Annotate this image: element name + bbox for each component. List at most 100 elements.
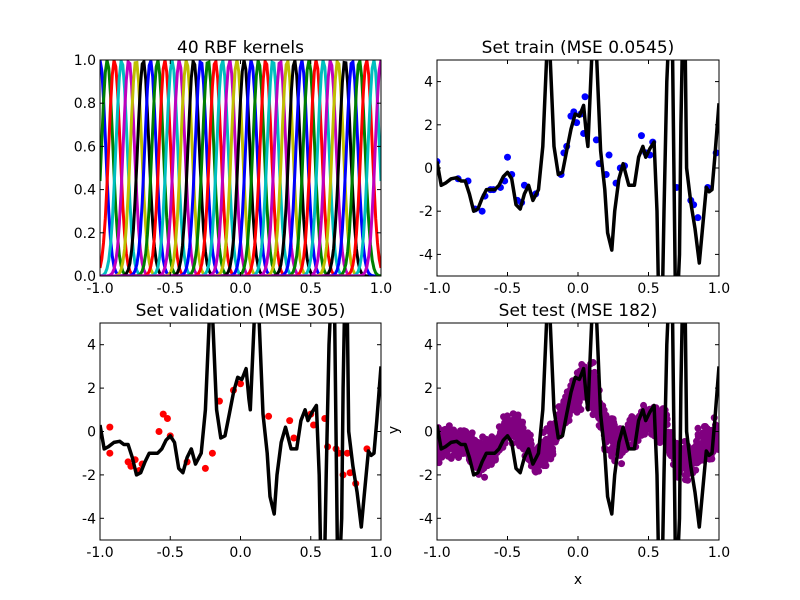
test-point xyxy=(560,397,568,405)
test-point xyxy=(589,411,597,419)
validation-point xyxy=(346,469,354,477)
train-title: Set train (MSE 0.0545) xyxy=(482,38,675,58)
validation-point xyxy=(201,464,209,472)
test-point xyxy=(495,423,503,431)
test-point xyxy=(698,452,706,460)
validation-x-tick-label: -1.0 xyxy=(86,545,113,561)
kernels-title: 40 RBF kernels xyxy=(177,38,304,58)
test-x-axis-label: x xyxy=(574,572,582,588)
test-x-tick-label: 0.0 xyxy=(567,545,589,561)
test-point xyxy=(607,415,615,423)
test-point xyxy=(698,441,706,449)
validation-point xyxy=(208,449,216,457)
test-point xyxy=(549,445,557,453)
validation-y-tick-label: 4 xyxy=(87,338,96,354)
test-x-tick-label: 1.0 xyxy=(708,545,730,561)
validation-point xyxy=(155,428,163,435)
test-y-axis-label: y xyxy=(386,426,402,434)
test-point xyxy=(640,401,648,409)
kernels-axes-frame xyxy=(99,59,382,277)
train-x-tick-label: 1.0 xyxy=(708,281,730,297)
test-point xyxy=(466,440,474,448)
test-point xyxy=(703,425,711,433)
test-x-tick-label: -0.5 xyxy=(494,545,521,561)
test-point xyxy=(694,424,702,432)
test-point xyxy=(540,462,548,470)
test-plot-area xyxy=(437,323,719,540)
kernel-curve xyxy=(100,60,381,276)
test-point xyxy=(458,448,466,456)
test-point xyxy=(697,432,705,440)
validation-point xyxy=(163,414,171,422)
test-point xyxy=(514,411,522,419)
test-point xyxy=(690,446,698,454)
test-x-tick-label: -1.0 xyxy=(423,545,450,561)
validation-point xyxy=(290,434,298,442)
train-fit-line xyxy=(437,60,719,276)
test-point xyxy=(513,439,521,447)
train-x-tick-label: 0.5 xyxy=(637,281,659,297)
test-point xyxy=(681,471,689,479)
validation-point xyxy=(265,412,273,420)
train-y-tick-label: 4 xyxy=(424,75,433,91)
test-point xyxy=(608,446,616,454)
test-point xyxy=(519,426,527,434)
train-point xyxy=(581,93,589,101)
validation-point xyxy=(286,417,294,425)
validation-y-tick-label: -4 xyxy=(82,511,96,527)
kernels-y-tick-label: 0.2 xyxy=(74,226,96,242)
test-y-tick-label: 4 xyxy=(424,338,433,354)
train-x-tick-label: -1.0 xyxy=(423,281,450,297)
kernels-y-tick-label: 0.8 xyxy=(74,96,96,112)
test-point xyxy=(481,473,489,481)
test-point xyxy=(665,437,673,445)
validation-y-tick-label: 2 xyxy=(87,381,96,397)
test-point xyxy=(578,361,586,369)
train-point xyxy=(504,153,511,161)
kernels-x-tick-label: 0.5 xyxy=(300,281,322,297)
test-point xyxy=(540,450,548,458)
train-plot-area xyxy=(437,60,719,276)
validation-point xyxy=(343,449,351,457)
test-point xyxy=(693,439,701,447)
test-point xyxy=(437,452,442,460)
kernel-curve xyxy=(100,60,381,276)
kernels-x-tick-label: -1.0 xyxy=(86,281,113,297)
train-x-tick-label: 0.0 xyxy=(567,281,589,297)
test-point xyxy=(693,459,701,467)
validation-point xyxy=(106,449,114,457)
test-x-tick-label: 0.5 xyxy=(637,545,659,561)
test-point xyxy=(471,453,479,461)
test-point xyxy=(440,426,448,434)
test-point xyxy=(549,450,557,458)
kernels-y-tick-label: 0.0 xyxy=(74,269,96,285)
validation-point xyxy=(159,410,167,418)
test-y-tick-label: -2 xyxy=(419,468,433,484)
validation-panel: -1.0 -0.5 0.0 0.5 1.0 -4 -2 0 2 4 Set validation (… xyxy=(82,301,392,561)
train-point xyxy=(478,207,486,215)
kernels-y-tick-label: 0.4 xyxy=(74,183,96,199)
train-y-tick-label: -2 xyxy=(419,204,433,220)
train-y-tick-label: 2 xyxy=(424,118,433,134)
test-y-tick-label: -4 xyxy=(419,511,433,527)
test-point xyxy=(610,421,618,429)
test-point xyxy=(619,443,627,451)
train-y-tick-label: 0 xyxy=(424,161,433,177)
validation-point xyxy=(106,423,114,431)
validation-point xyxy=(310,421,318,429)
test-point xyxy=(609,428,617,436)
train-point xyxy=(637,132,645,140)
validation-fit-line xyxy=(100,323,381,540)
test-point xyxy=(576,385,584,393)
test-point xyxy=(556,405,564,413)
kernels-panel: -1.0 -0.5 0.0 0.5 1.0 0.0 0.2 0.4 0.6 0.8 1.0 40 RB… xyxy=(74,38,392,297)
kernel-curves xyxy=(100,60,381,276)
validation-y-tick-label: -2 xyxy=(82,468,96,484)
test-point xyxy=(601,413,609,421)
kernels-x-tick-label: -0.5 xyxy=(157,281,184,297)
kernels-y-tick-label: 0.6 xyxy=(74,139,96,155)
test-point xyxy=(462,428,470,436)
kernels-x-tick-label: 1.0 xyxy=(370,281,392,297)
validation-axes-frame xyxy=(99,322,382,541)
